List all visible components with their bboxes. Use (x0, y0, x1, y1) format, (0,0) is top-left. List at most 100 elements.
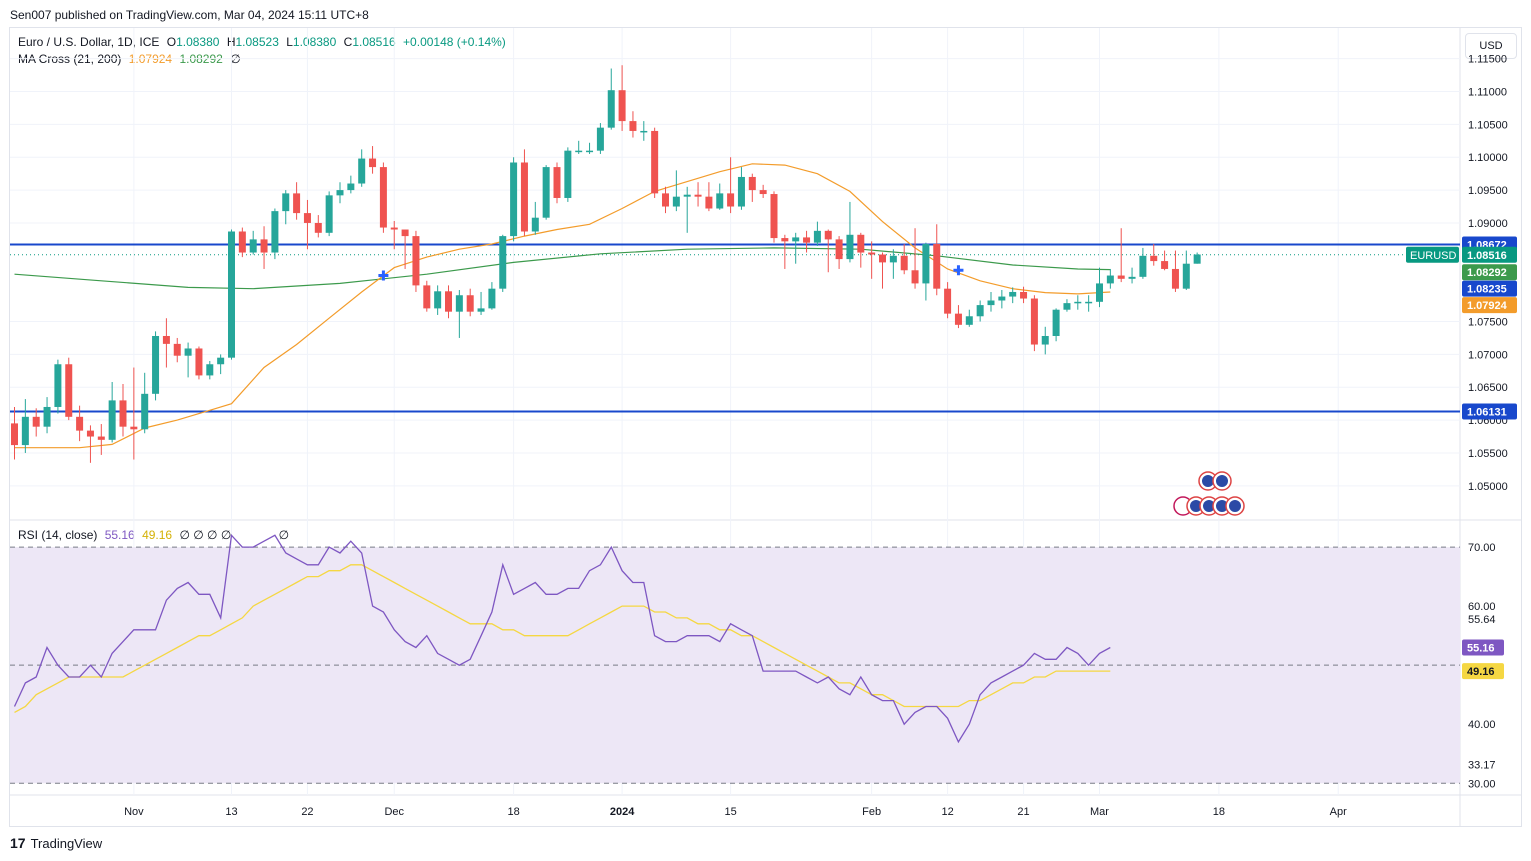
candle-body (303, 213, 311, 223)
price-axis-badge (1462, 280, 1517, 297)
candle-body (1128, 276, 1136, 279)
candle-body (379, 167, 387, 228)
price-tick-label: 1.06500 (1468, 382, 1508, 394)
candle-body (423, 285, 431, 309)
candle-body (868, 252, 876, 255)
ma-cross-marker-icon (953, 265, 964, 276)
price-axis-badge (1462, 246, 1517, 263)
us-flag-event-icon (1229, 500, 1241, 512)
candle-body (1117, 275, 1125, 279)
candle-body (987, 300, 995, 306)
candle-body (54, 364, 62, 407)
ohlc-change: +0.00148 (+0.14%) (403, 35, 506, 49)
symbol-axis-badge (1406, 246, 1459, 263)
candle-body (531, 217, 539, 232)
price-tick-label: 1.11000 (1468, 87, 1507, 99)
candle-body (76, 416, 84, 431)
candle-body (1139, 255, 1147, 277)
candle-body (596, 127, 604, 151)
candle-body (293, 193, 301, 214)
rsi-legend: RSI (14, close) 55.16 49.16 ∅ ∅ ∅ ∅ ∅ (18, 528, 293, 542)
price-tick-label: 1.05000 (1468, 481, 1508, 493)
candle-body (1052, 309, 1060, 336)
eu-flag-event-icon (1202, 475, 1214, 487)
candle-body (694, 194, 702, 197)
candle-body (1106, 275, 1114, 284)
publish-info: Sen007 published on TradingView.com, Mar… (10, 8, 369, 22)
rsi-value: 55.16 (104, 528, 135, 542)
date-tick-label: 13 (225, 806, 237, 818)
price-tick-label: 1.05500 (1468, 448, 1508, 460)
candle-body (108, 400, 116, 440)
rsi-tick-label: 60.00 (1468, 601, 1496, 613)
candle-body (618, 90, 626, 122)
rsi-ma-badge-text: 49.16 (1467, 666, 1495, 678)
candle-body (889, 255, 897, 263)
ohlc-open: O1.08380 (166, 35, 220, 49)
candle-body (933, 243, 941, 289)
candle-body (998, 296, 1006, 301)
rsi-tick-label: 70.00 (1468, 542, 1496, 554)
candle-body (672, 196, 680, 207)
rsi-ma-badge (1462, 663, 1504, 680)
rsi-label[interactable]: RSI (14, close) (18, 528, 98, 542)
footer-brand[interactable]: TradingView (30, 835, 103, 851)
candle-body (803, 237, 811, 243)
candle-body (206, 364, 214, 376)
candle-body (412, 236, 420, 286)
candle-body (640, 130, 648, 133)
date-tick-label: 15 (724, 806, 736, 818)
ma-cross-marker-icon (378, 270, 389, 281)
candle-body (445, 291, 452, 312)
candle-body (520, 162, 528, 232)
candle-body (1074, 301, 1082, 304)
eu-flag-event-icon (1216, 475, 1228, 487)
candle-body (1085, 301, 1093, 304)
candle-body (1171, 268, 1179, 289)
date-tick-label: Feb (862, 806, 881, 818)
rsi-extra: ∅ ∅ ∅ ∅ (179, 528, 232, 542)
candle-body (542, 167, 550, 218)
rsi-extra-2: ∅ (278, 528, 290, 542)
price-axis-badge-text: 1.08516 (1467, 250, 1507, 262)
candle-body (813, 230, 821, 243)
price-axis-badge-text: 1.06131 (1467, 406, 1507, 418)
ohlc-close: C1.08516 (343, 35, 396, 49)
rsi-tick-label: 33.17 (1468, 760, 1496, 772)
main-legend: Euro / U.S. Dollar, 1D, ICE O1.08380 H1.… (18, 35, 510, 49)
date-tick-label: 12 (941, 806, 953, 818)
candle-body (217, 357, 225, 365)
price-axis-badge (1462, 264, 1517, 281)
footer: 17 TradingView (10, 835, 102, 851)
candle-body (488, 288, 496, 309)
currency-button[interactable]: USD (1465, 33, 1517, 59)
candle-body (607, 90, 615, 128)
candle-body (260, 239, 268, 253)
symbol-label[interactable]: Euro / U.S. Dollar, 1D, ICE (18, 35, 160, 49)
price-tick-label: 1.07500 (1468, 317, 1508, 329)
candle-body (662, 193, 669, 207)
candle-body (727, 193, 735, 207)
candle-body (954, 313, 962, 325)
candle-body (499, 236, 507, 289)
candle-body (705, 196, 713, 209)
candle-body (358, 158, 366, 184)
candle-body (1193, 254, 1201, 264)
candle-body (944, 288, 952, 314)
date-tick-label: Nov (124, 806, 144, 818)
candle-body (759, 190, 767, 195)
rsi-line (13, 533, 1111, 744)
candle-body (911, 270, 919, 284)
tradingview-logo-icon: 17 (10, 835, 26, 851)
candle-body (965, 316, 973, 325)
candle-body (130, 426, 138, 430)
candle-body (781, 238, 789, 242)
candle-body (1020, 291, 1028, 299)
candle-body (21, 416, 29, 446)
candle-body (1030, 298, 1038, 345)
candle-body (857, 234, 865, 253)
candle-body (86, 430, 94, 437)
price-axis-badge (1462, 403, 1517, 420)
date-tick-label: 2024 (610, 806, 635, 818)
candle-body (737, 176, 745, 207)
